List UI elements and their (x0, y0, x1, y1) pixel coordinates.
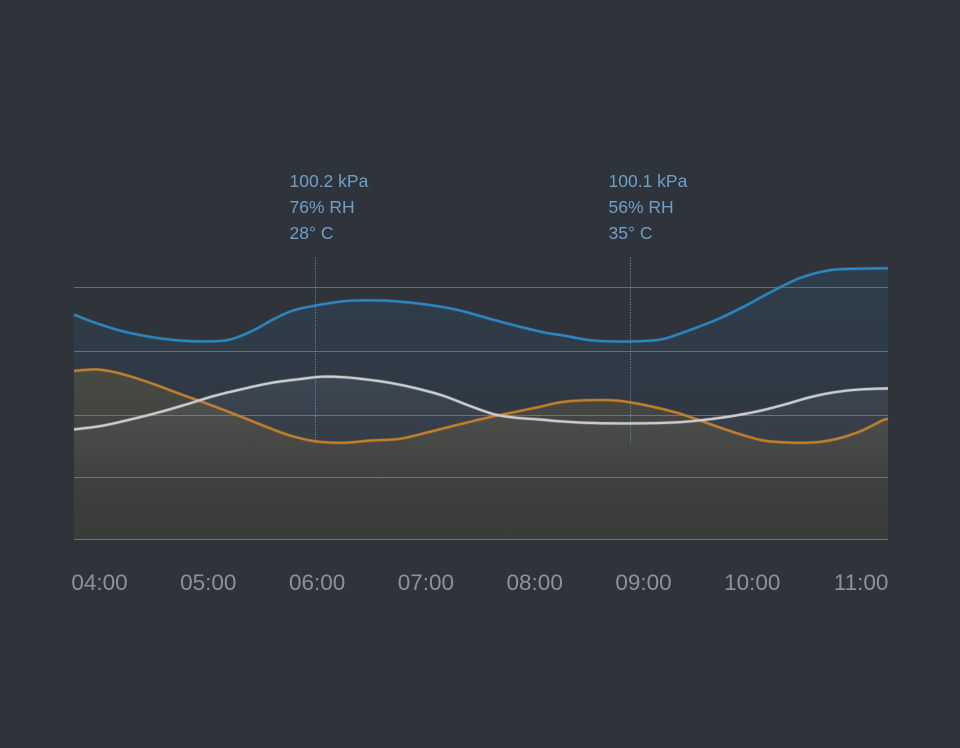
svg-text:56% RH: 56% RH (609, 197, 674, 217)
svg-text:76% RH: 76% RH (290, 197, 355, 217)
svg-text:100.2 kPa: 100.2 kPa (290, 171, 369, 191)
svg-text:28° C: 28° C (290, 223, 334, 243)
svg-text:100.1 kPa: 100.1 kPa (609, 171, 688, 191)
svg-text:05:00: 05:00 (180, 570, 236, 595)
svg-text:10:00: 10:00 (724, 570, 780, 595)
svg-text:07:00: 07:00 (398, 570, 454, 595)
svg-text:04:00: 04:00 (71, 570, 127, 595)
svg-text:06:00: 06:00 (289, 570, 345, 595)
svg-text:11:00: 11:00 (834, 570, 889, 595)
svg-text:09:00: 09:00 (615, 570, 671, 595)
svg-text:35° C: 35° C (609, 223, 653, 243)
svg-text:08:00: 08:00 (507, 570, 563, 595)
